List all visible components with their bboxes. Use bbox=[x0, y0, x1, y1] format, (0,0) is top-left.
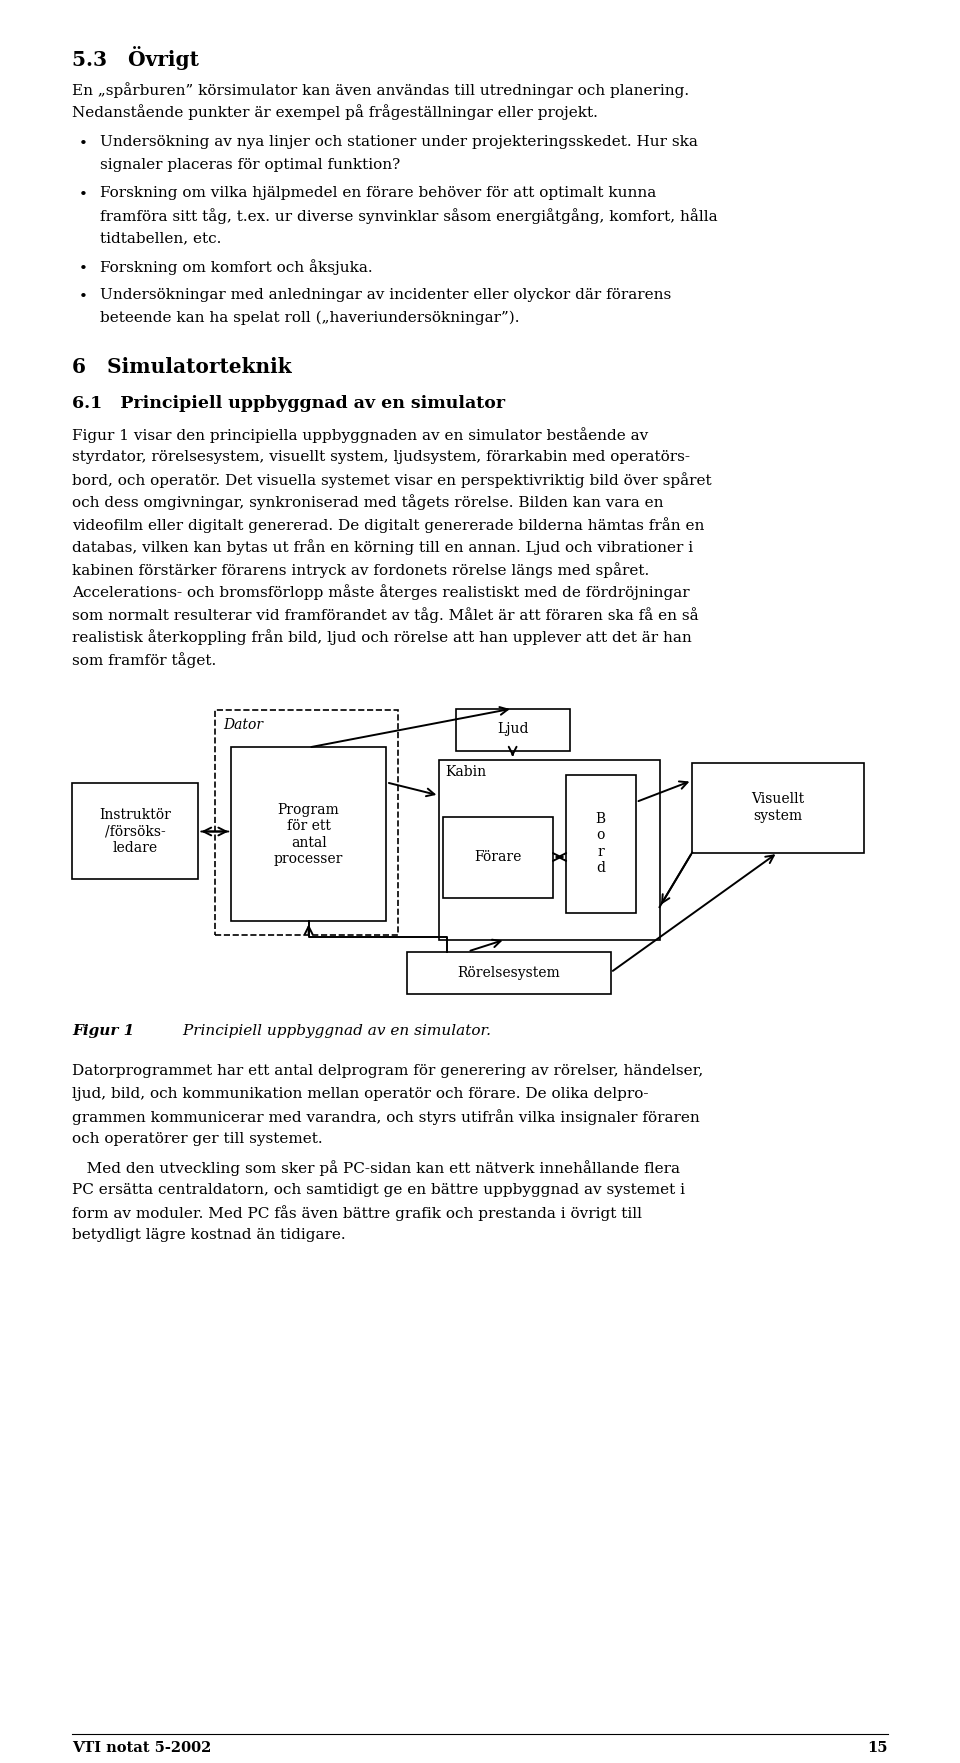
Text: Undersökningar med anledningar av incidenter eller olyckor där förarens: Undersökningar med anledningar av incide… bbox=[100, 287, 671, 301]
Text: B
o
r
d: B o r d bbox=[596, 813, 606, 874]
Text: grammen kommunicerar med varandra, och styrs utifrån vilka insignaler föraren: grammen kommunicerar med varandra, och s… bbox=[72, 1109, 700, 1125]
Text: ljud, bild, och kommunikation mellan operatör och förare. De olika delpro-: ljud, bild, och kommunikation mellan ope… bbox=[72, 1088, 649, 1102]
Text: videofilm eller digitalt genererad. De digitalt genererade bilderna hämtas från : videofilm eller digitalt genererad. De d… bbox=[72, 517, 705, 532]
Text: styrdator, rörelsesystem, visuellt system, ljudsystem, förarkabin med operatörs-: styrdator, rörelsesystem, visuellt syste… bbox=[72, 450, 690, 464]
Bar bbox=[565, 774, 636, 913]
Bar bbox=[72, 783, 199, 880]
Text: bord, och operatör. Det visuella systemet visar en perspektivriktig bild över sp: bord, och operatör. Det visuella systeme… bbox=[72, 472, 711, 488]
Text: signaler placeras för optimal funktion?: signaler placeras för optimal funktion? bbox=[100, 157, 400, 171]
Text: och operatörer ger till systemet.: och operatörer ger till systemet. bbox=[72, 1132, 323, 1146]
Text: Principiell uppbyggnad av en simulator.: Principiell uppbyggnad av en simulator. bbox=[144, 1024, 491, 1038]
Bar bbox=[455, 709, 570, 751]
Text: •: • bbox=[79, 261, 88, 275]
Text: Figur 1 visar den principiella uppbyggnaden av en simulator bestående av: Figur 1 visar den principiella uppbyggna… bbox=[72, 427, 648, 443]
Text: och dess omgivningar, synkroniserad med tågets rörelse. Bilden kan vara en: och dess omgivningar, synkroniserad med … bbox=[72, 494, 663, 510]
Text: som framför tåget.: som framför tåget. bbox=[72, 652, 216, 668]
Text: Instruktör
/försöks-
ledare: Instruktör /försöks- ledare bbox=[99, 807, 171, 855]
Text: kabinen förstärker förarens intryck av fordonets rörelse längs med spåret.: kabinen förstärker förarens intryck av f… bbox=[72, 562, 649, 578]
Text: 15: 15 bbox=[868, 1742, 888, 1754]
Text: realistisk återkoppling från bild, ljud och rörelse att han upplever att det är : realistisk återkoppling från bild, ljud … bbox=[72, 629, 692, 645]
Text: Visuellt
system: Visuellt system bbox=[752, 792, 804, 823]
Text: 6.1   Principiell uppbyggnad av en simulator: 6.1 Principiell uppbyggnad av en simulat… bbox=[72, 395, 505, 413]
Text: VTI notat 5-2002: VTI notat 5-2002 bbox=[72, 1742, 211, 1754]
Text: Kabin: Kabin bbox=[445, 765, 487, 779]
Text: Forskning om vilka hjälpmedel en förare behöver för att optimalt kunna: Forskning om vilka hjälpmedel en förare … bbox=[100, 187, 657, 199]
Text: Figur 1: Figur 1 bbox=[72, 1024, 134, 1038]
Text: •: • bbox=[79, 189, 88, 203]
Text: Dator: Dator bbox=[223, 718, 263, 732]
Text: Undersökning av nya linjer och stationer under projekteringsskedet. Hur ska: Undersökning av nya linjer och stationer… bbox=[100, 136, 698, 150]
Bar bbox=[439, 760, 660, 940]
Text: Program
för ett
antal
processer: Program för ett antal processer bbox=[274, 804, 344, 866]
Text: PC ersätta centraldatorn, och samtidigt ge en bättre uppbyggnad av systemet i: PC ersätta centraldatorn, och samtidigt … bbox=[72, 1183, 685, 1197]
Text: •: • bbox=[79, 138, 88, 152]
Text: 5.3   Övrigt: 5.3 Övrigt bbox=[72, 46, 199, 71]
Text: En „spårburen” körsimulator kan även användas till utredningar och planering.: En „spårburen” körsimulator kan även anv… bbox=[72, 83, 689, 99]
Text: Med den utveckling som sker på PC-sidan kan ett nätverk innehållande flera: Med den utveckling som sker på PC-sidan … bbox=[72, 1160, 680, 1176]
Text: Accelerations- och bromsförlopp måste återges realistiskt med de fördröjningar: Accelerations- och bromsförlopp måste åt… bbox=[72, 585, 689, 601]
Text: beteende kan ha spelat roll („haveriundersökningar”).: beteende kan ha spelat roll („haveriunde… bbox=[100, 310, 519, 324]
Text: 6   Simulatorteknik: 6 Simulatorteknik bbox=[72, 356, 292, 377]
Text: framföra sitt tåg, t.ex. ur diverse synvinklar såsom energiåtgång, komfort, håll: framföra sitt tåg, t.ex. ur diverse synv… bbox=[100, 208, 718, 224]
Bar bbox=[444, 816, 553, 897]
Bar bbox=[692, 763, 863, 853]
Text: •: • bbox=[79, 289, 88, 303]
Bar bbox=[406, 952, 611, 994]
Text: Ljud: Ljud bbox=[497, 723, 528, 737]
Text: Forskning om komfort och åksjuka.: Forskning om komfort och åksjuka. bbox=[100, 259, 372, 275]
Text: tidtabellen, etc.: tidtabellen, etc. bbox=[100, 231, 222, 245]
Text: Rörelsesystem: Rörelsesystem bbox=[457, 966, 560, 980]
Text: Förare: Förare bbox=[474, 850, 522, 864]
Text: som normalt resulterar vid framförandet av tåg. Målet är att föraren ska få en s: som normalt resulterar vid framförandet … bbox=[72, 606, 699, 622]
Text: form av moduler. Med PC fås även bättre grafik och prestanda i övrigt till: form av moduler. Med PC fås även bättre … bbox=[72, 1206, 642, 1222]
Bar bbox=[231, 748, 386, 922]
Text: Nedanstående punkter är exempel på frågeställningar eller projekt.: Nedanstående punkter är exempel på fråge… bbox=[72, 104, 598, 120]
Text: betydligt lägre kostnad än tidigare.: betydligt lägre kostnad än tidigare. bbox=[72, 1229, 346, 1241]
Text: Datorprogrammet har ett antal delprogram för generering av rörelser, händelser,: Datorprogrammet har ett antal delprogram… bbox=[72, 1065, 704, 1079]
Text: databas, vilken kan bytas ut från en körning till en annan. Ljud och vibrationer: databas, vilken kan bytas ut från en kör… bbox=[72, 539, 693, 555]
Bar bbox=[215, 710, 398, 934]
